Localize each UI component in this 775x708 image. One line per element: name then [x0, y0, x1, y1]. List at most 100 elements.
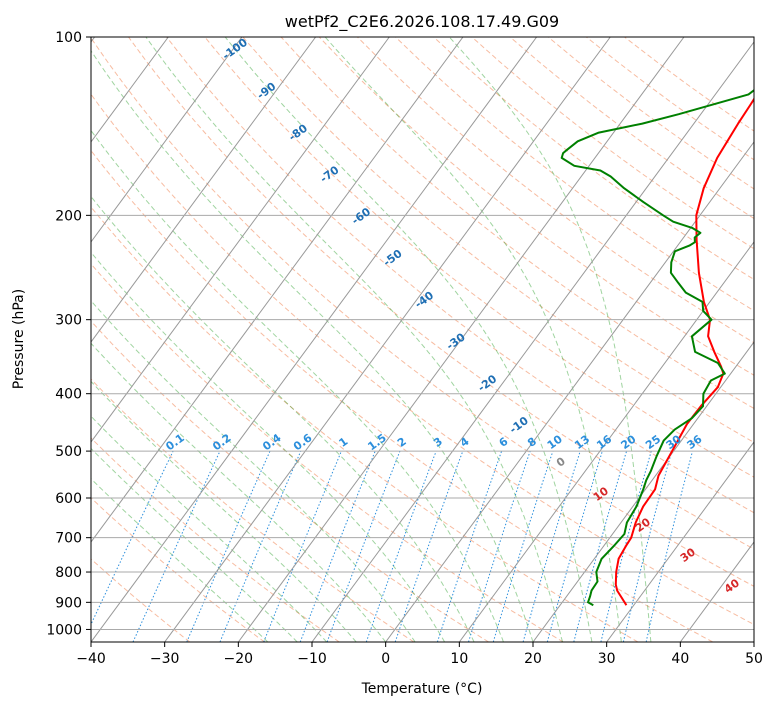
isotherm-line	[164, 37, 611, 642]
isotherm-line	[91, 37, 464, 543]
x-tick-label: −40	[76, 651, 106, 667]
moist-adiabat-line	[91, 478, 269, 642]
dry-adiabat-line	[395, 37, 754, 312]
mixing-ratio-line	[522, 450, 581, 642]
sounding-traces	[560, 88, 754, 607]
background-lines	[91, 37, 754, 642]
isotherm-line	[91, 37, 317, 343]
dry-adiabat-line	[547, 37, 754, 190]
y-tick-label: 100	[55, 30, 82, 46]
isotherm-line	[91, 37, 390, 443]
dry-adiabat-line	[91, 37, 754, 587]
moist-adiabat-label: -30	[444, 330, 468, 352]
dry-adiabat-line	[318, 37, 754, 376]
mixing-ratio-line	[263, 450, 342, 642]
dry-adiabat-line	[91, 320, 489, 642]
moist-adiabat-line	[224, 37, 593, 642]
dry-adiabat-label: 0	[554, 454, 568, 469]
moist-adiabat-line	[145, 37, 563, 642]
isotherm-line	[311, 41, 754, 642]
y-axis-label: Pressure (hPa)	[11, 289, 27, 389]
mixing-ratio-line	[91, 450, 174, 626]
mixing-ratio-line	[132, 450, 221, 642]
dry-adiabat-line	[91, 149, 713, 642]
dry-adiabat-line	[128, 37, 754, 550]
mixing-ratio-label: 0.1	[163, 431, 186, 453]
y-tick-label: 400	[55, 387, 82, 403]
y-tick-label: 300	[55, 313, 82, 329]
x-tick-label: 50	[745, 651, 763, 667]
moist-adiabat-line	[91, 415, 328, 642]
dry-adiabat-line	[624, 37, 754, 132]
dry-adiabat-label: 10	[591, 484, 611, 504]
mixing-ratio-label: 1	[336, 435, 350, 450]
dry-adiabat-line	[91, 497, 265, 642]
mixing-ratio-label: 3	[431, 435, 445, 450]
moist-adiabat-line	[91, 129, 504, 642]
y-tick-label: 600	[55, 491, 82, 507]
plot-frame	[90, 36, 755, 643]
isotherm-line	[606, 441, 754, 642]
mixing-ratio-label: 4	[458, 435, 472, 450]
dry-adiabat-line	[91, 437, 340, 642]
x-axis-label: Temperature (°C)	[361, 681, 483, 697]
dewpoint-trace	[560, 88, 754, 607]
mixing-ratio-label: 0.4	[260, 431, 284, 453]
moist-adiabat-line	[91, 447, 298, 642]
x-tick-label: −30	[150, 651, 180, 667]
mixing-ratio-label: 20	[618, 432, 638, 452]
moist-adiabat-line	[91, 342, 387, 642]
moist-adiabat-label: -10	[507, 414, 531, 436]
mixing-ratio-line	[468, 450, 531, 642]
moist-adiabat-label: -70	[318, 163, 342, 185]
moist-adiabat-label: -40	[412, 289, 436, 311]
mixing-ratio-line	[186, 450, 271, 642]
y-tick-label: 700	[55, 531, 82, 547]
x-tick-label: −10	[297, 651, 327, 667]
moist-adiabat-label: -80	[286, 121, 310, 143]
dry-adiabat-line	[91, 378, 415, 642]
mixing-ratio-label: 0.6	[291, 431, 315, 453]
dry-adiabat-line	[91, 263, 564, 642]
mixing-ratio-line	[326, 450, 401, 642]
y-tick-label: 800	[55, 565, 82, 581]
temperature-trace	[614, 97, 754, 606]
dry-adiabat-line	[280, 37, 754, 410]
dry-adiabat-label: 40	[722, 576, 742, 596]
x-tick-label: 10	[450, 651, 468, 667]
mixing-ratio-label: 36	[684, 432, 704, 452]
moist-adiabat-label: -20	[476, 372, 500, 394]
mixing-ratio-line	[645, 450, 693, 642]
moist-adiabat-line	[324, 37, 622, 642]
y-tick-label: 200	[55, 208, 82, 224]
isotherm-line	[91, 37, 243, 243]
mixing-ratio-line	[299, 450, 376, 642]
y-tick-label: 500	[55, 444, 82, 460]
mixing-ratio-line	[573, 450, 628, 642]
mixing-ratio-line	[365, 450, 437, 642]
dry-adiabat-line	[166, 37, 754, 514]
x-tick-label: 0	[381, 651, 390, 667]
x-tick-label: 30	[598, 651, 616, 667]
dry-adiabat-line	[91, 206, 639, 642]
isotherm-line	[385, 141, 754, 642]
dry-adiabat-line	[433, 37, 754, 281]
isotherm-line	[91, 37, 169, 143]
dry-adiabat-line	[91, 558, 191, 642]
x-tick-label: 20	[524, 651, 542, 667]
mixing-ratio-label: 0.2	[210, 431, 233, 453]
mixing-ratio-line	[219, 450, 302, 642]
moist-adiabat-line	[91, 299, 416, 642]
mixing-ratio-line	[600, 450, 652, 642]
isotherm-line	[91, 37, 538, 642]
mixing-ratio-line	[394, 450, 464, 642]
moist-adiabat-line	[91, 195, 475, 642]
isotherm-line	[532, 341, 754, 642]
moist-adiabat-line	[448, 37, 652, 642]
x-axis: −40 −30 −20 −10 0 10 20 30 40 50	[76, 642, 763, 667]
x-tick-label: 40	[671, 651, 689, 667]
mixing-ratio-label: 1.5	[365, 431, 388, 453]
grid-lines	[91, 37, 754, 642]
x-tick-label: −20	[224, 651, 254, 667]
